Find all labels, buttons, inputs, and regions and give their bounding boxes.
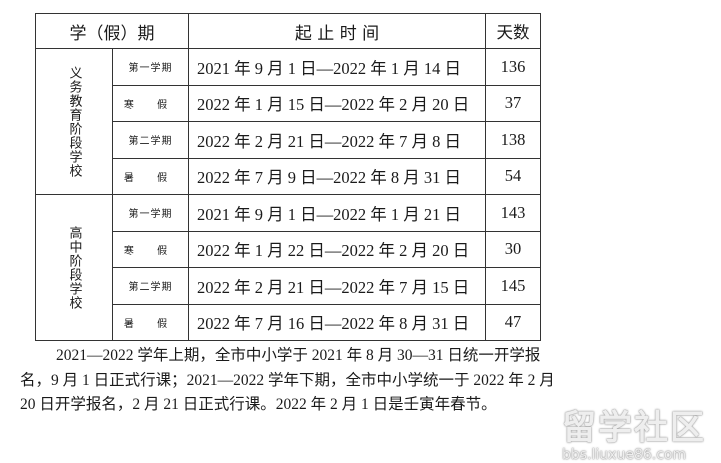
header-days: 天数 — [485, 13, 541, 49]
term-cell: 暑 假 — [112, 157, 189, 195]
term-cell: 寒 假 — [112, 230, 189, 268]
days-cell: 30 — [485, 230, 541, 268]
group-label: 高中阶段学校 — [35, 194, 113, 341]
dates-cell: 2021 年 9 月 1 日—2022 年 1 月 14 日 — [188, 48, 486, 86]
header-dates: 起 止 时 间 — [188, 13, 486, 49]
days-cell: 145 — [485, 267, 541, 305]
term-cell: 第一学期 — [112, 194, 189, 232]
term-cell: 寒 假 — [112, 84, 189, 122]
days-cell: 138 — [485, 121, 541, 159]
table-row: 第二学期 2022 年 2 月 21 日—2022 年 7 月 15 日 145 — [36, 267, 541, 305]
watermark-url: bbs.liuxue86.com — [562, 447, 687, 463]
days-cell: 37 — [485, 84, 541, 122]
dates-cell: 2022 年 2 月 21 日—2022 年 7 月 15 日 — [188, 267, 486, 305]
days-cell: 54 — [485, 157, 541, 195]
dates-cell: 2022 年 1 月 15 日—2022 年 2 月 20 日 — [188, 84, 486, 122]
table-header-row: 学（假）期 起 止 时 间 天数 — [35, 13, 541, 49]
table-row: 暑 假 2022 年 7 月 16 日—2022 年 8 月 31 日 47 — [36, 303, 541, 341]
table-row: 寒 假 2022 年 1 月 22 日—2022 年 2 月 20 日 30 — [36, 230, 541, 268]
dates-cell: 2022 年 7 月 16 日—2022 年 8 月 31 日 — [188, 303, 486, 341]
watermark-logo: 留学社区 bbs.liuxue86.com — [562, 400, 721, 463]
term-cell: 第二学期 — [112, 121, 189, 159]
table-row: 寒 假 2022 年 1 月 15 日—2022 年 2 月 20 日 37 — [36, 84, 541, 122]
dates-cell: 2022 年 2 月 21 日—2022 年 7 月 8 日 — [188, 121, 486, 159]
days-cell: 47 — [485, 303, 541, 341]
table-row: 高中阶段学校 第一学期 2021 年 9 月 1 日—2022 年 1 月 21 日… — [35, 194, 541, 341]
group-label: 义务教育阶段学校 — [35, 48, 113, 195]
note-paragraph: 2021—2022 学年上期，全市中小学于 2021 年 8 月 30—31 日… — [20, 347, 555, 413]
term-cell: 第一学期 — [112, 48, 189, 86]
term-cell: 第二学期 — [112, 267, 189, 305]
header-period: 学（假）期 — [35, 13, 189, 49]
dates-cell: 2021 年 9 月 1 日—2022 年 1 月 21 日 — [188, 194, 486, 232]
term-cell: 暑 假 — [112, 303, 189, 341]
watermark-title: 留学社区 — [562, 408, 706, 448]
school-calendar-table: 学（假）期 起 止 时 间 天数 义务教育阶段学校 第一学期 2021 年 9 月 … — [35, 13, 541, 341]
table-row: 第二学期 2022 年 2 月 21 日—2022 年 7 月 8 日 138 — [36, 121, 541, 159]
dates-cell: 2022 年 7 月 9 日—2022 年 8 月 31 日 — [188, 157, 486, 195]
dates-cell: 2022 年 1 月 22 日—2022 年 2 月 20 日 — [188, 230, 486, 268]
days-cell: 136 — [485, 48, 541, 86]
table-row: 义务教育阶段学校 第一学期 2021 年 9 月 1 日—2022 年 1 月 14… — [35, 48, 541, 195]
days-cell: 143 — [485, 194, 541, 232]
